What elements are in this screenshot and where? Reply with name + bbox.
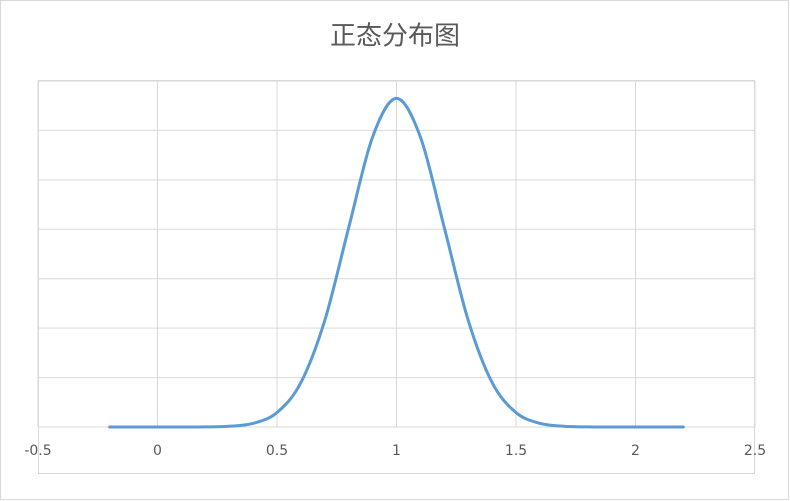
chart-title: 正态分布图 (330, 22, 460, 52)
x-tick-label: -0.5 (24, 443, 51, 459)
x-tick-label: 0 (153, 443, 162, 459)
line-series (108, 96, 685, 429)
x-tick-label: 0.5 (266, 443, 288, 459)
x-tick-label: 1.5 (505, 443, 527, 459)
x-tick-label: 2.5 (744, 443, 766, 459)
x-tick-label: 2 (631, 443, 640, 459)
x-tick-label: 1 (392, 443, 401, 459)
